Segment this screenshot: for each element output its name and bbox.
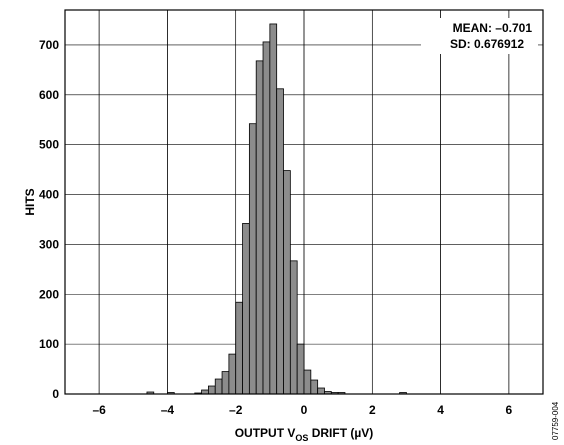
histogram-bar bbox=[269, 23, 278, 395]
x-axis-title-subscript: OS bbox=[295, 433, 308, 443]
y-tick-label: 600 bbox=[39, 88, 59, 102]
histogram-bar bbox=[248, 123, 257, 395]
y-tick-labels: 0 100 200 300 400 500 600 700 bbox=[39, 38, 59, 401]
y-tick-label: 200 bbox=[39, 287, 59, 301]
stats-box bbox=[421, 18, 538, 54]
x-tick-label: –4 bbox=[161, 403, 175, 417]
x-tick-label: 0 bbox=[301, 403, 308, 417]
x-axis-title-tail: DRIFT (µV) bbox=[308, 426, 373, 440]
histogram-bar bbox=[289, 260, 298, 395]
x-tick-label: –2 bbox=[229, 403, 243, 417]
x-tick-label: 6 bbox=[506, 403, 513, 417]
histogram-bar bbox=[317, 387, 325, 395]
histogram-bar bbox=[255, 60, 264, 395]
x-tick-label: –6 bbox=[92, 403, 106, 417]
x-tick-labels: –6 –4 –2 0 2 4 6 bbox=[92, 403, 512, 417]
y-tick-label: 300 bbox=[39, 237, 59, 251]
grid-lines bbox=[65, 10, 543, 394]
x-axis-title: OUTPUT VOS DRIFT (µV) bbox=[235, 426, 374, 443]
sd-annotation: SD: 0.676912 bbox=[450, 37, 524, 51]
y-tick-label: 500 bbox=[39, 138, 59, 152]
y-tick-label: 400 bbox=[39, 188, 59, 202]
y-tick-label: 0 bbox=[52, 387, 59, 401]
histogram-bars bbox=[146, 23, 407, 395]
histogram-bar bbox=[228, 353, 237, 395]
histogram-bar bbox=[242, 223, 250, 395]
x-tick-label: 2 bbox=[369, 403, 376, 417]
histogram-bar bbox=[214, 378, 223, 395]
y-tick-label: 100 bbox=[39, 337, 59, 351]
y-axis-title: HITS bbox=[23, 188, 37, 215]
histogram-bar bbox=[221, 371, 230, 395]
x-axis-title-main: OUTPUT V bbox=[235, 426, 296, 440]
histogram-bar bbox=[262, 41, 271, 395]
histogram-bar bbox=[207, 385, 216, 395]
histogram-bar bbox=[303, 369, 312, 395]
histogram-bar bbox=[310, 379, 319, 395]
plot-frame bbox=[64, 9, 544, 395]
histogram-bar bbox=[235, 301, 243, 395]
y-tick-label: 700 bbox=[39, 38, 59, 52]
x-tick-label: 4 bbox=[437, 403, 444, 417]
histogram-bar bbox=[283, 170, 291, 395]
mean-annotation: MEAN: –0.701 bbox=[453, 21, 533, 35]
histogram-bar bbox=[296, 343, 305, 395]
histogram-bar bbox=[276, 88, 284, 395]
figure-id: 07759-004 bbox=[551, 401, 560, 440]
